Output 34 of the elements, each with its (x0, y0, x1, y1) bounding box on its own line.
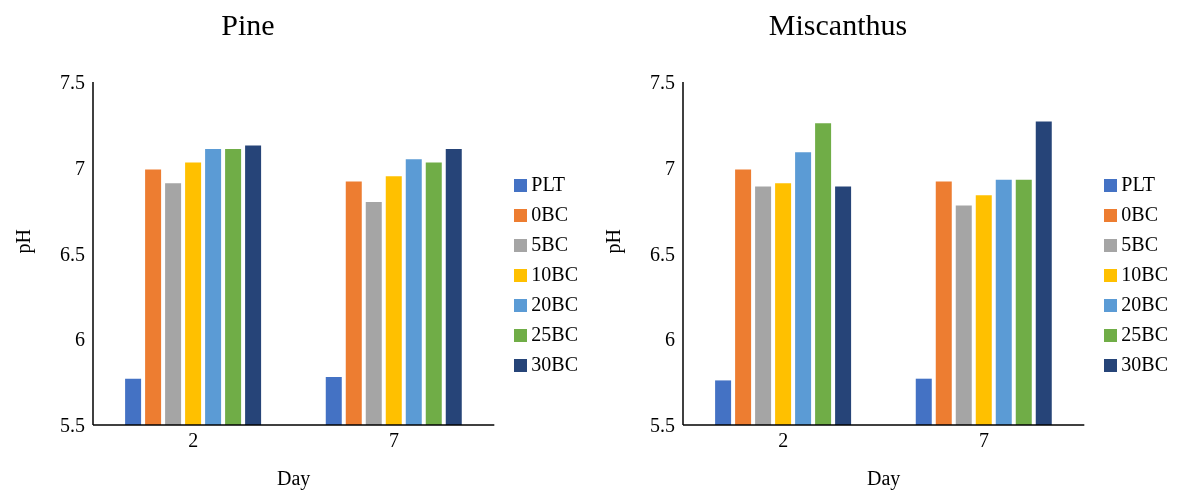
legend-label: 5BC (1121, 232, 1158, 255)
x-tick-label: 2 (778, 429, 789, 452)
y-axis-title: pH (602, 229, 626, 254)
legend-label: 0BC (1121, 202, 1158, 225)
y-tick-label: 6 (75, 328, 85, 351)
legend-label: PLT (531, 172, 566, 195)
legend-label: 25BC (1121, 322, 1168, 345)
legend-label: 10BC (531, 262, 578, 285)
legend-label: 10BC (1121, 262, 1168, 285)
legend-label: 5BC (531, 232, 568, 255)
legend-label: 25BC (531, 322, 578, 345)
legend-label: 30BC (1121, 352, 1168, 375)
y-axis-title: pH (12, 229, 36, 254)
x-axis-title: Day (866, 467, 901, 490)
y-tick-label: 7 (75, 156, 85, 179)
y-tick-label: 5.5 (60, 414, 85, 437)
y-tick-label: 5.5 (650, 414, 675, 437)
legend-label: 30BC (531, 352, 578, 375)
chart-title: Pine (220, 8, 276, 43)
y-tick-label: 6.5 (650, 242, 675, 265)
legend-label: 0BC (531, 202, 568, 225)
legend-label: 20BC (531, 292, 578, 315)
y-tick-label: 7 (665, 156, 675, 179)
x-axis-title: Day (276, 467, 311, 490)
legend-label: PLT (1121, 172, 1156, 195)
y-tick-label: 6.5 (60, 242, 85, 265)
x-tick-label: 7 (978, 429, 989, 452)
x-tick-label: 2 (188, 429, 199, 452)
y-tick-label: 7.5 (60, 71, 85, 94)
legend-label: 20BC (1121, 292, 1168, 315)
y-tick-label: 6 (665, 328, 675, 351)
chart-title: Miscanthus (767, 8, 909, 43)
y-tick-label: 7.5 (650, 71, 675, 94)
x-tick-label: 7 (388, 429, 399, 452)
